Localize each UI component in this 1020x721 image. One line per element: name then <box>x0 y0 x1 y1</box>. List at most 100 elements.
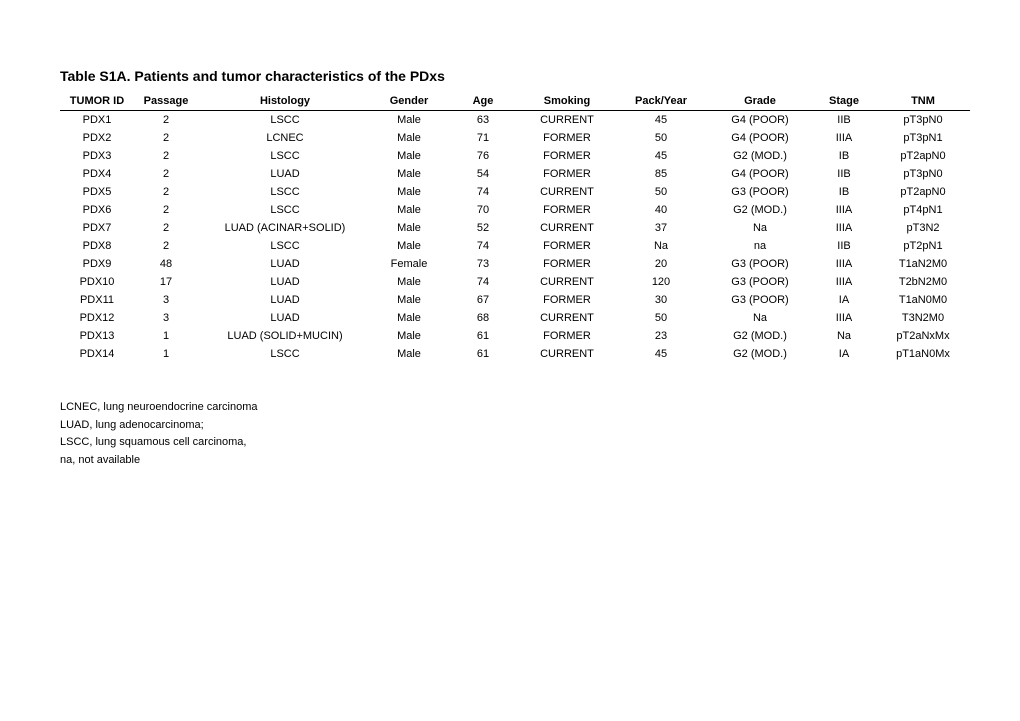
table-cell: G3 (POOR) <box>708 183 812 201</box>
table-cell: 20 <box>614 255 708 273</box>
table-cell: PDX10 <box>60 273 134 291</box>
table-cell: LUAD (ACINAR+SOLID) <box>198 219 372 237</box>
table-cell: 2 <box>134 219 198 237</box>
table-cell: IA <box>812 291 876 309</box>
table-cell: LUAD <box>198 165 372 183</box>
table-cell: Male <box>372 273 446 291</box>
table-cell: 2 <box>134 201 198 219</box>
table-cell: IB <box>812 183 876 201</box>
table-cell: FORMER <box>520 129 614 147</box>
column-header: TUMOR ID <box>60 92 134 111</box>
table-cell: pT2aNxMx <box>876 327 970 345</box>
table-cell: 67 <box>446 291 520 309</box>
table-cell: PDX1 <box>60 111 134 130</box>
data-table: TUMOR IDPassageHistologyGenderAgeSmoking… <box>60 92 970 363</box>
table-cell: IIIA <box>812 255 876 273</box>
table-cell: pT3N2 <box>876 219 970 237</box>
table-cell: PDX2 <box>60 129 134 147</box>
table-cell: 63 <box>446 111 520 130</box>
table-cell: CURRENT <box>520 273 614 291</box>
table-title: Table S1A. Patients and tumor characteri… <box>60 68 960 84</box>
table-cell: IIIA <box>812 129 876 147</box>
table-cell: 68 <box>446 309 520 327</box>
column-header: Stage <box>812 92 876 111</box>
table-row: PDX12LSCCMale63CURRENT45G4 (POOR)IIBpT3p… <box>60 111 970 130</box>
table-cell: PDX8 <box>60 237 134 255</box>
table-cell: FORMER <box>520 147 614 165</box>
table-cell: CURRENT <box>520 219 614 237</box>
table-cell: 74 <box>446 183 520 201</box>
table-body: PDX12LSCCMale63CURRENT45G4 (POOR)IIBpT3p… <box>60 111 970 364</box>
table-cell: 2 <box>134 129 198 147</box>
table-cell: 3 <box>134 309 198 327</box>
table-cell: Na <box>812 327 876 345</box>
table-cell: Na <box>708 219 812 237</box>
table-cell: PDX4 <box>60 165 134 183</box>
table-row: PDX52LSCCMale74CURRENT50G3 (POOR)IBpT2ap… <box>60 183 970 201</box>
table-cell: T3N2M0 <box>876 309 970 327</box>
table-cell: 50 <box>614 183 708 201</box>
table-row: PDX141LSCCMale61CURRENT45G2 (MOD.)IApT1a… <box>60 345 970 363</box>
table-row: PDX82LSCCMale74FORMERNanaIIBpT2pN1 <box>60 237 970 255</box>
table-row: PDX62LSCCMale70FORMER40G2 (MOD.)IIIApT4p… <box>60 201 970 219</box>
table-cell: LUAD <box>198 309 372 327</box>
table-row: PDX1017LUADMale74CURRENT120G3 (POOR)IIIA… <box>60 273 970 291</box>
table-cell: 73 <box>446 255 520 273</box>
table-cell: 2 <box>134 165 198 183</box>
table-cell: G2 (MOD.) <box>708 327 812 345</box>
column-header: Passage <box>134 92 198 111</box>
table-cell: CURRENT <box>520 111 614 130</box>
table-cell: CURRENT <box>520 345 614 363</box>
table-cell: G3 (POOR) <box>708 273 812 291</box>
table-cell: G4 (POOR) <box>708 129 812 147</box>
table-cell: FORMER <box>520 255 614 273</box>
table-cell: LSCC <box>198 183 372 201</box>
table-cell: 2 <box>134 183 198 201</box>
column-header: Smoking <box>520 92 614 111</box>
column-header: TNM <box>876 92 970 111</box>
column-header: Age <box>446 92 520 111</box>
table-cell: Na <box>614 237 708 255</box>
table-cell: Male <box>372 201 446 219</box>
table-cell: FORMER <box>520 237 614 255</box>
table-cell: IIIA <box>812 201 876 219</box>
table-cell: LUAD <box>198 291 372 309</box>
table-cell: FORMER <box>520 291 614 309</box>
table-cell: G4 (POOR) <box>708 165 812 183</box>
table-cell: 1 <box>134 327 198 345</box>
table-cell: 23 <box>614 327 708 345</box>
table-cell: 120 <box>614 273 708 291</box>
table-cell: pT4pN1 <box>876 201 970 219</box>
table-cell: IIIA <box>812 219 876 237</box>
table-cell: G2 (MOD.) <box>708 147 812 165</box>
table-row: PDX32LSCCMale76FORMER45G2 (MOD.)IBpT2apN… <box>60 147 970 165</box>
column-header: Gender <box>372 92 446 111</box>
table-cell: 1 <box>134 345 198 363</box>
table-cell: G4 (POOR) <box>708 111 812 130</box>
table-cell: PDX14 <box>60 345 134 363</box>
table-cell: 40 <box>614 201 708 219</box>
table-row: PDX113LUADMale67FORMER30G3 (POOR)IAT1aN0… <box>60 291 970 309</box>
table-cell: LSCC <box>198 201 372 219</box>
table-cell: PDX11 <box>60 291 134 309</box>
table-cell: Male <box>372 111 446 130</box>
column-header: Histology <box>198 92 372 111</box>
table-cell: LUAD <box>198 255 372 273</box>
table-cell: Male <box>372 129 446 147</box>
table-cell: 50 <box>614 309 708 327</box>
header-row: TUMOR IDPassageHistologyGenderAgeSmoking… <box>60 92 970 111</box>
table-cell: pT1aN0Mx <box>876 345 970 363</box>
table-cell: LUAD <box>198 273 372 291</box>
table-cell: pT3pN0 <box>876 165 970 183</box>
legend: LCNEC, lung neuroendocrine carcinomaLUAD… <box>60 399 960 469</box>
table-cell: pT3pN0 <box>876 111 970 130</box>
table-cell: PDX5 <box>60 183 134 201</box>
table-cell: LSCC <box>198 237 372 255</box>
column-header: Grade <box>708 92 812 111</box>
table-cell: FORMER <box>520 327 614 345</box>
table-cell: LUAD (SOLID+MUCIN) <box>198 327 372 345</box>
table-cell: T1aN2M0 <box>876 255 970 273</box>
table-cell: Male <box>372 291 446 309</box>
table-cell: 48 <box>134 255 198 273</box>
table-cell: Male <box>372 237 446 255</box>
